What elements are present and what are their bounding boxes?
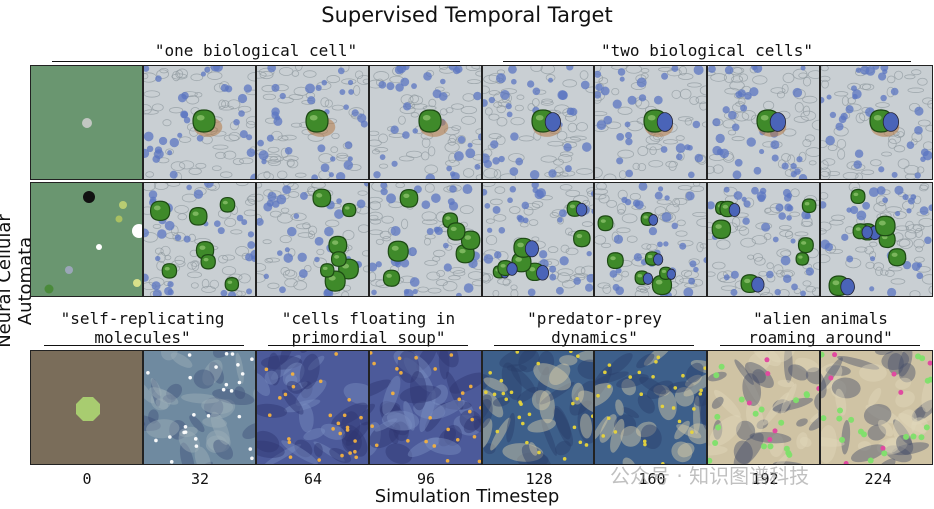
rule-cells-floating [268, 345, 468, 346]
prompt-predator-prey: "predator-prey dynamics" [527, 309, 662, 347]
watermark: 公众号 · 知识图谱科技 [610, 464, 810, 488]
tile-r2-t128 [481, 182, 595, 297]
tile-r2-t32 [142, 182, 256, 297]
tile-r1-t160 [594, 65, 708, 180]
tile-r2-t224 [820, 182, 933, 297]
prompt-cells-floating: "cells floating in primordial soup" [281, 309, 456, 347]
tile-r3-t96 [368, 350, 482, 465]
prompt-two-cells: "two biological cells" [601, 41, 813, 60]
x-axis-label: Simulation Timestep [374, 486, 560, 507]
tile-r1-t0 [30, 65, 143, 180]
tile-r3-t64 [255, 350, 369, 465]
figure-title: Supervised Temporal Target [321, 3, 613, 27]
rule-two-cells [503, 61, 911, 62]
tick-192: 192 [751, 470, 779, 488]
rule-predator-prey [494, 345, 694, 346]
tick-64: 64 [303, 470, 323, 488]
tile-r1-t96 [368, 65, 482, 180]
tile-r3-t160 [594, 350, 708, 465]
tile-r3-t32 [142, 350, 256, 465]
row-one-cell [30, 65, 933, 180]
tile-r1-t64 [255, 65, 369, 180]
tile-r3-t128 [481, 350, 595, 465]
tile-r1-t192 [707, 65, 821, 180]
tick-32: 32 [190, 470, 210, 488]
tick-160: 160 [638, 470, 666, 488]
tile-r2-t0 [30, 182, 143, 297]
tile-r2-t192 [707, 182, 821, 297]
tick-224: 224 [864, 470, 892, 488]
prompt-self-replicating: "self-replicating molecules" [60, 309, 225, 347]
prompt-one-cell: "one biological cell" [154, 41, 358, 60]
tick-96: 96 [416, 470, 436, 488]
tile-r1-t224 [820, 65, 933, 180]
tile-r2-t64 [255, 182, 369, 297]
tile-r3-t0 [30, 350, 143, 465]
prompt-alien-animals: "alien animals roaming around" [748, 309, 893, 347]
tile-r3-t224 [820, 350, 933, 465]
tile-r2-t96 [368, 182, 482, 297]
tick-0: 0 [82, 470, 92, 488]
row-multi-cell [30, 182, 933, 297]
rule-one-cell [52, 61, 460, 62]
rule-alien-animals [720, 345, 920, 346]
tile-r1-t32 [142, 65, 256, 180]
row-text-prompts [30, 350, 933, 465]
tile-r2-t160 [594, 182, 708, 297]
tick-128: 128 [525, 470, 553, 488]
tile-r1-t128 [481, 65, 595, 180]
tile-r3-t192 [707, 350, 821, 465]
rule-self-replicating [44, 345, 244, 346]
